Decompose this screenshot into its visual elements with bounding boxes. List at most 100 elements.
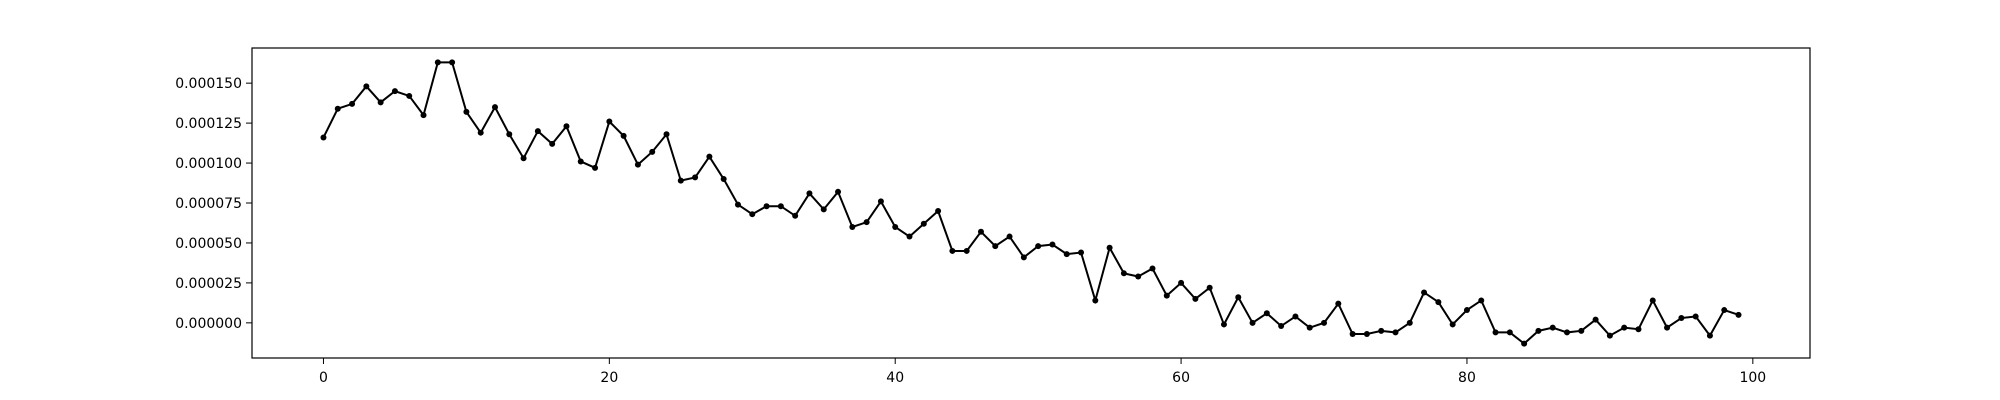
y-axis: 0.000000 0.000025 0.000050 0.000075 0.000100… (175, 76, 252, 332)
data-point (1106, 244, 1113, 251)
data-point (1249, 319, 1256, 326)
data-point (1664, 324, 1671, 331)
data-point (1178, 279, 1185, 286)
data-point (1735, 311, 1742, 318)
plot-frame (251, 47, 1811, 359)
data-point (1635, 326, 1642, 333)
data-point (592, 164, 599, 171)
data-point (906, 233, 913, 240)
data-point (634, 161, 641, 168)
data-point (1406, 319, 1413, 326)
data-point (1678, 315, 1685, 322)
data-point (820, 206, 827, 213)
data-point (1392, 329, 1399, 336)
data-point (1606, 332, 1613, 339)
data-point (1049, 241, 1056, 248)
data-point (1078, 249, 1085, 256)
data-point (334, 105, 341, 112)
data-point (434, 59, 441, 66)
data-point (1592, 316, 1599, 323)
data-point (863, 219, 870, 226)
data-point (606, 118, 613, 125)
y-tick-label: 0.000150 (175, 76, 242, 92)
data-point (949, 247, 956, 254)
data-point (1435, 299, 1442, 306)
x-tick-label: 60 (1172, 370, 1190, 386)
data-point (1564, 329, 1571, 336)
series-line (322, 61, 1739, 345)
data-point (320, 134, 327, 141)
data-point (920, 220, 927, 227)
data-point (1292, 313, 1299, 320)
data-point (1349, 331, 1356, 338)
y-tick-label: 0.000000 (175, 316, 242, 332)
data-point (506, 131, 513, 138)
data-point (463, 108, 470, 115)
data-point (1492, 329, 1499, 336)
data-point (1649, 297, 1656, 304)
data-point (1692, 313, 1699, 320)
data-point (1535, 327, 1542, 334)
data-point (1506, 329, 1513, 336)
x-tick-label: 0 (319, 370, 328, 386)
x-tick-label: 20 (600, 370, 618, 386)
data-point (1192, 295, 1199, 302)
x-tick-label: 100 (1739, 370, 1766, 386)
data-point (1235, 294, 1242, 301)
data-point (1706, 332, 1713, 339)
data-point (835, 188, 842, 195)
data-point (749, 211, 756, 218)
data-point (391, 88, 398, 95)
data-point (1463, 307, 1470, 314)
data-point (977, 228, 984, 235)
data-point (577, 158, 584, 165)
data-point (477, 129, 484, 136)
y-tick-label: 0.000050 (175, 236, 242, 252)
data-point (1263, 310, 1270, 317)
series-markers (320, 59, 1742, 347)
data-point (1521, 340, 1528, 347)
data-point (1063, 251, 1070, 258)
data-point (792, 212, 799, 219)
y-tick-label: 0.000025 (175, 276, 242, 292)
data-point (1578, 327, 1585, 334)
data-point (1306, 324, 1313, 331)
data-point (1035, 243, 1042, 250)
y-tick-label: 0.000075 (175, 196, 242, 212)
data-point (520, 155, 527, 162)
data-point (963, 247, 970, 254)
data-point (534, 128, 541, 135)
data-point (877, 198, 884, 205)
x-tick-label: 80 (1458, 370, 1476, 386)
data-point (720, 176, 727, 183)
data-point (1006, 233, 1013, 240)
data-point (734, 201, 741, 208)
data-point (1549, 324, 1556, 331)
data-point (1378, 327, 1385, 334)
data-point (1478, 297, 1485, 304)
data-point (1206, 284, 1213, 291)
data-point (1449, 321, 1456, 328)
data-point (420, 112, 427, 119)
data-point (892, 223, 899, 230)
data-point (406, 92, 413, 99)
data-point (1135, 273, 1142, 280)
data-point (449, 59, 456, 66)
y-tick-label: 0.000125 (175, 116, 242, 132)
data-point (1120, 270, 1127, 277)
data-point (620, 132, 627, 139)
data-point (849, 223, 856, 230)
data-point (1321, 319, 1328, 326)
data-point (491, 104, 498, 111)
x-axis: 0 20 40 60 80 100 (319, 358, 1766, 386)
data-point (806, 190, 813, 197)
data-point (549, 140, 556, 147)
data-point (1363, 331, 1370, 338)
data-point (1421, 289, 1428, 296)
data-point (1020, 254, 1027, 261)
data-point (777, 203, 784, 210)
data-point (992, 243, 999, 250)
data-point (935, 207, 942, 214)
plot-area (252, 48, 1810, 358)
data-point (1220, 321, 1227, 328)
